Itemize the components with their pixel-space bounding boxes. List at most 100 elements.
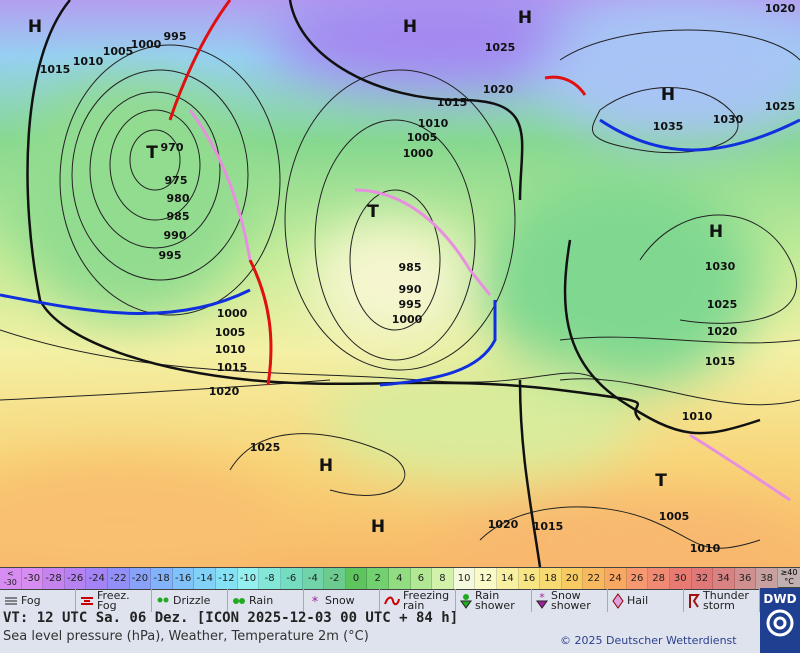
legend-label: Freezing rain (403, 588, 450, 612)
isobar-label: 995 (399, 298, 422, 311)
temperature-cell: -2 (324, 568, 346, 589)
temperature-cell: -20 (129, 568, 152, 589)
pressure-system: H (319, 456, 333, 476)
legend-item: Freezing rain (380, 589, 456, 612)
temperature-cell: -16 (172, 568, 195, 589)
temperature-cell: 4 (388, 568, 411, 589)
temperature-cell: -26 (64, 568, 87, 589)
isobar-label: 975 (165, 174, 188, 187)
pressure-system: H (518, 8, 532, 28)
isobar-label: 990 (399, 283, 422, 296)
weather-map: 9951000100510101015970975980985990995100… (0, 0, 800, 567)
legend-item: Rain shower (456, 589, 532, 612)
isobar-label: 1010 (215, 343, 246, 356)
isobars (0, 29, 800, 549)
pressure-system: H (661, 85, 675, 105)
isobar-label: 1015 (217, 361, 248, 374)
pressure-system: H (709, 222, 723, 242)
temperature-cell: -6 (280, 568, 303, 589)
isobar-label: 1020 (488, 518, 519, 531)
svg-text:*: * (539, 593, 545, 604)
temperature-cell: 14 (497, 568, 519, 589)
pressure-system: T (146, 143, 158, 163)
isobar-label: 1000 (131, 38, 162, 51)
legend-label: Hail (627, 593, 649, 607)
temperature-cell: 0 (345, 568, 368, 589)
temperature-scale-low: < -30 (0, 568, 22, 589)
logo-icon (766, 609, 794, 637)
temperature-cell: -30 (21, 568, 44, 589)
legend-item: Drizzle (152, 589, 228, 612)
isobar-label: 1005 (407, 131, 438, 144)
isobar-label: 985 (167, 210, 190, 223)
pressure-system: H (28, 17, 42, 37)
temperature-cell: -24 (86, 568, 109, 589)
temperature-cell: 12 (475, 568, 498, 589)
temperature-cell: -12 (216, 568, 238, 589)
logo-text: DWD (763, 592, 797, 606)
temperature-cell: -28 (43, 568, 65, 589)
temperature-cell: -10 (237, 568, 260, 589)
isobar-label: 1025 (250, 441, 281, 454)
temperature-cell: 28 (648, 568, 670, 589)
isobar-label: 1005 (103, 45, 134, 58)
temperature-cell: 32 (691, 568, 714, 589)
isobar-label: 1010 (418, 117, 449, 130)
isobar-label: 1020 (765, 2, 796, 15)
temperature-cell: -18 (151, 568, 173, 589)
pressure-system: T (655, 471, 667, 491)
isobar-label: 1030 (705, 260, 736, 273)
isobar-label: 1020 (707, 325, 738, 338)
isobar-label: 1005 (215, 326, 246, 339)
temperature-cell: 26 (626, 568, 649, 589)
isobar-label: 995 (164, 30, 187, 43)
isobar-label: 990 (164, 229, 187, 242)
logo: DWD (760, 588, 800, 653)
temperature-cell: -14 (194, 568, 217, 589)
isobar-label: 985 (399, 261, 422, 274)
description: Sea level pressure (hPa), Weather, Tempe… (3, 629, 369, 644)
isobar-label: 1000 (403, 147, 434, 160)
legend-item: Hail (608, 589, 684, 612)
weather-legend: Fog Freez. Fog Drizzle Rain * Snow Freezi… (0, 589, 760, 612)
pressure-system: H (403, 17, 417, 37)
temperature-cell: 8 (432, 568, 454, 589)
isobar-label: 1010 (73, 55, 104, 68)
legend-label: Fog (21, 593, 41, 607)
legend-item: Rain (228, 589, 304, 612)
isobar-label: 1025 (765, 100, 796, 113)
temperature-cell: 24 (605, 568, 627, 589)
isobar-label: 1000 (217, 307, 248, 320)
isobar-label: 1010 (682, 410, 713, 423)
temperature-cell: 38 (756, 568, 778, 589)
isobar-label: 1030 (713, 113, 744, 126)
isobar-label: 980 (167, 192, 190, 205)
copyright: © 2025 Deutscher Wetterdienst (560, 634, 737, 647)
temperature-cell: 22 (583, 568, 606, 589)
temperature-scale-high: ≥40 °C (778, 567, 800, 588)
fronts (0, 0, 800, 502)
legend-label: Drizzle (173, 593, 211, 607)
isobar-label: 1015 (437, 96, 468, 109)
isobar-label: 995 (159, 249, 182, 262)
isobar-label: 1010 (690, 542, 721, 555)
temperature-cell: 2 (367, 568, 389, 589)
legend-label: Rain shower (475, 588, 515, 612)
isobar-label: 1035 (653, 120, 684, 133)
isobar-label: 1015 (705, 355, 736, 368)
temperature-cell: 36 (734, 568, 757, 589)
isobar-label: 1025 (707, 298, 738, 311)
temperature-cell: 34 (713, 568, 735, 589)
legend-label: Snow shower (551, 588, 591, 612)
isobar-label: 1020 (209, 385, 240, 398)
temperature-cell: 18 (540, 568, 562, 589)
legend-label: Freez. Fog (97, 588, 130, 612)
temperature-cell: 10 (453, 568, 476, 589)
temperature-cell: 16 (518, 568, 541, 589)
legend-label: Snow (325, 593, 355, 607)
isobar-label: 970 (161, 141, 184, 154)
legend-label: Rain (249, 593, 274, 607)
isobar-label: 1015 (40, 63, 71, 76)
temperature-cell: -8 (259, 568, 281, 589)
